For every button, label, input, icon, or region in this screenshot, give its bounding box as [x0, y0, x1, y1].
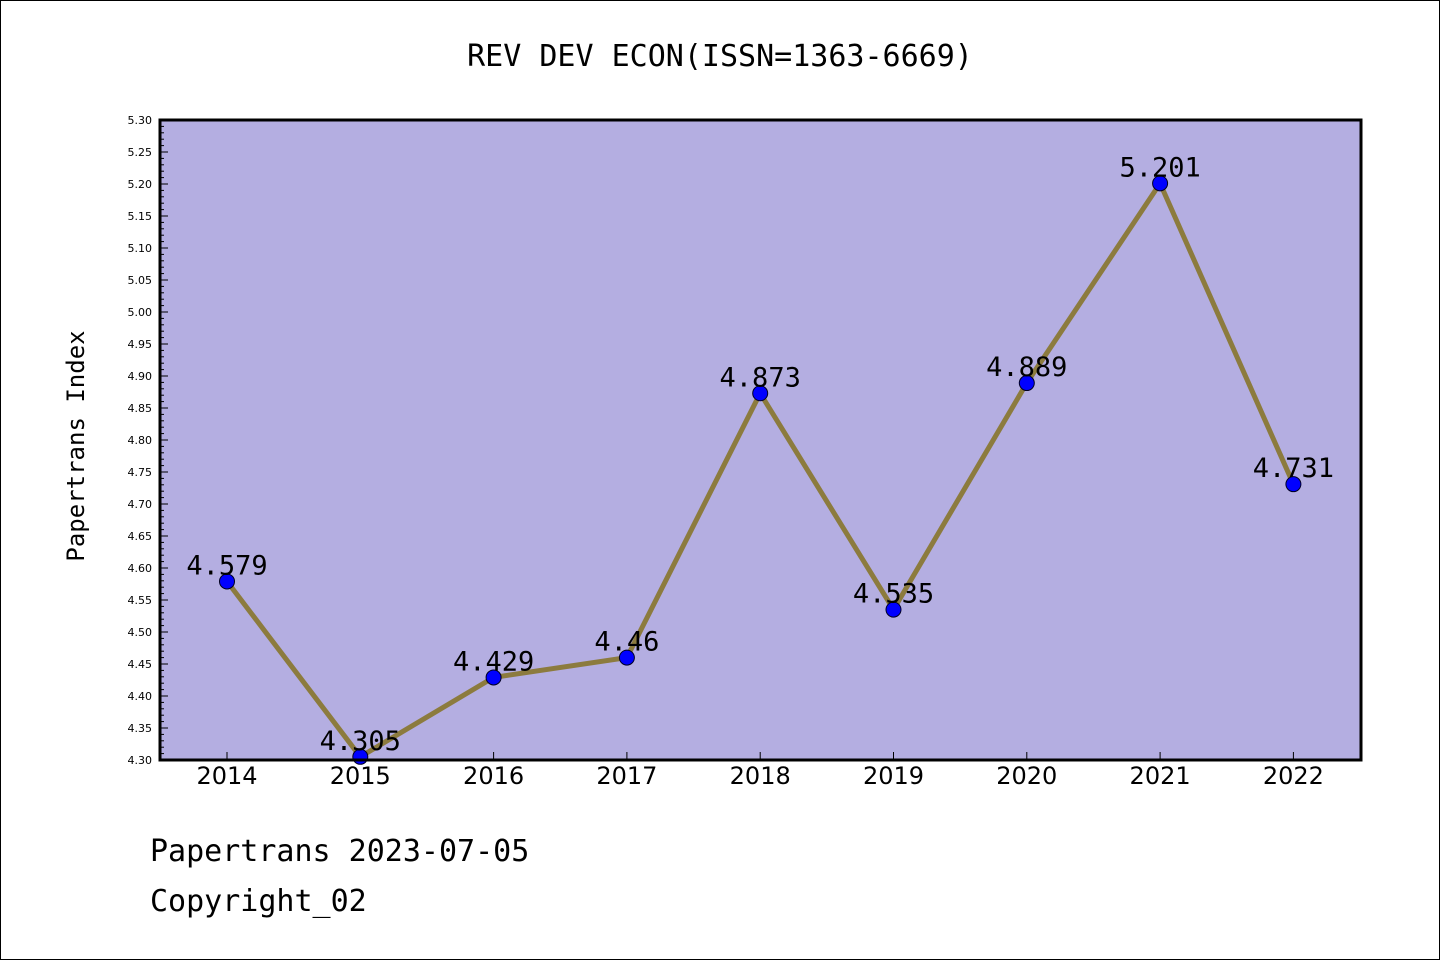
y-tick-label: 4.65 — [128, 530, 153, 543]
data-point — [752, 385, 769, 402]
x-tick-label: 2021 — [1130, 762, 1191, 790]
y-tick-label: 4.55 — [128, 594, 153, 607]
x-tick-label: 2020 — [996, 762, 1057, 790]
footer-date: Papertrans 2023-07-05 — [150, 834, 530, 869]
y-tick-label: 5.05 — [128, 274, 153, 287]
data-label: 4.46 — [594, 627, 659, 658]
y-tick-label: 4.45 — [128, 658, 153, 671]
data-point — [1285, 476, 1302, 493]
y-tick-label: 4.70 — [128, 498, 153, 511]
y-tick-label: 4.75 — [128, 466, 153, 479]
y-tick-label: 5.20 — [128, 178, 153, 191]
data-point — [1152, 175, 1169, 192]
y-tick-label: 4.30 — [128, 754, 153, 767]
y-tick-label: 5.10 — [128, 242, 153, 255]
x-tick-label: 2015 — [330, 762, 391, 790]
data-label: 4.873 — [720, 362, 801, 393]
y-tick-label: 4.50 — [128, 626, 153, 639]
footer-copyright: Copyright_02 — [150, 884, 367, 919]
x-tick-label: 2018 — [730, 762, 791, 790]
data-label: 5.201 — [1119, 152, 1200, 183]
y-tick-label: 4.40 — [128, 690, 153, 703]
data-label: 4.731 — [1253, 453, 1334, 484]
y-tick-label: 5.25 — [128, 146, 153, 159]
data-label: 4.889 — [986, 352, 1067, 383]
y-tick-label: 5.30 — [128, 114, 153, 127]
plot-area: 4.30 4.35 4.40 4.45 4.50 4.55 4.60 4.65 4.70 4.75… — [128, 114, 1363, 790]
y-axis-label: Papertrans Index — [62, 330, 90, 561]
y-tick-label: 5.00 — [128, 306, 153, 319]
y-tick-label: 4.90 — [128, 370, 153, 383]
y-tick-label: 4.35 — [128, 722, 153, 735]
data-label: 4.429 — [453, 646, 534, 677]
y-tick-label: 4.85 — [128, 402, 153, 415]
x-tick-label: 2017 — [596, 762, 657, 790]
data-point — [219, 573, 235, 590]
data-label: 4.535 — [853, 579, 934, 610]
data-point — [1018, 375, 1035, 392]
plot-border — [158, 118, 1363, 762]
x-tick-label: 2014 — [196, 762, 257, 790]
x-tick-label: 2022 — [1263, 762, 1324, 790]
data-point — [618, 649, 635, 666]
data-label: 4.579 — [186, 550, 267, 581]
data-point — [485, 669, 502, 686]
x-tick-label: 2016 — [463, 762, 524, 790]
data-label: 4.305 — [320, 726, 401, 757]
chart-title: REV DEV ECON(ISSN=1363-6669) — [467, 39, 973, 74]
y-tick-label: 4.80 — [128, 434, 153, 447]
plot-background — [160, 120, 1361, 760]
y-tick-label: 5.15 — [128, 210, 153, 223]
y-tick-label: 4.95 — [128, 338, 153, 351]
y-tick-label: 4.60 — [128, 562, 153, 575]
x-tick-label: 2019 — [863, 762, 924, 790]
data-point — [885, 601, 902, 618]
